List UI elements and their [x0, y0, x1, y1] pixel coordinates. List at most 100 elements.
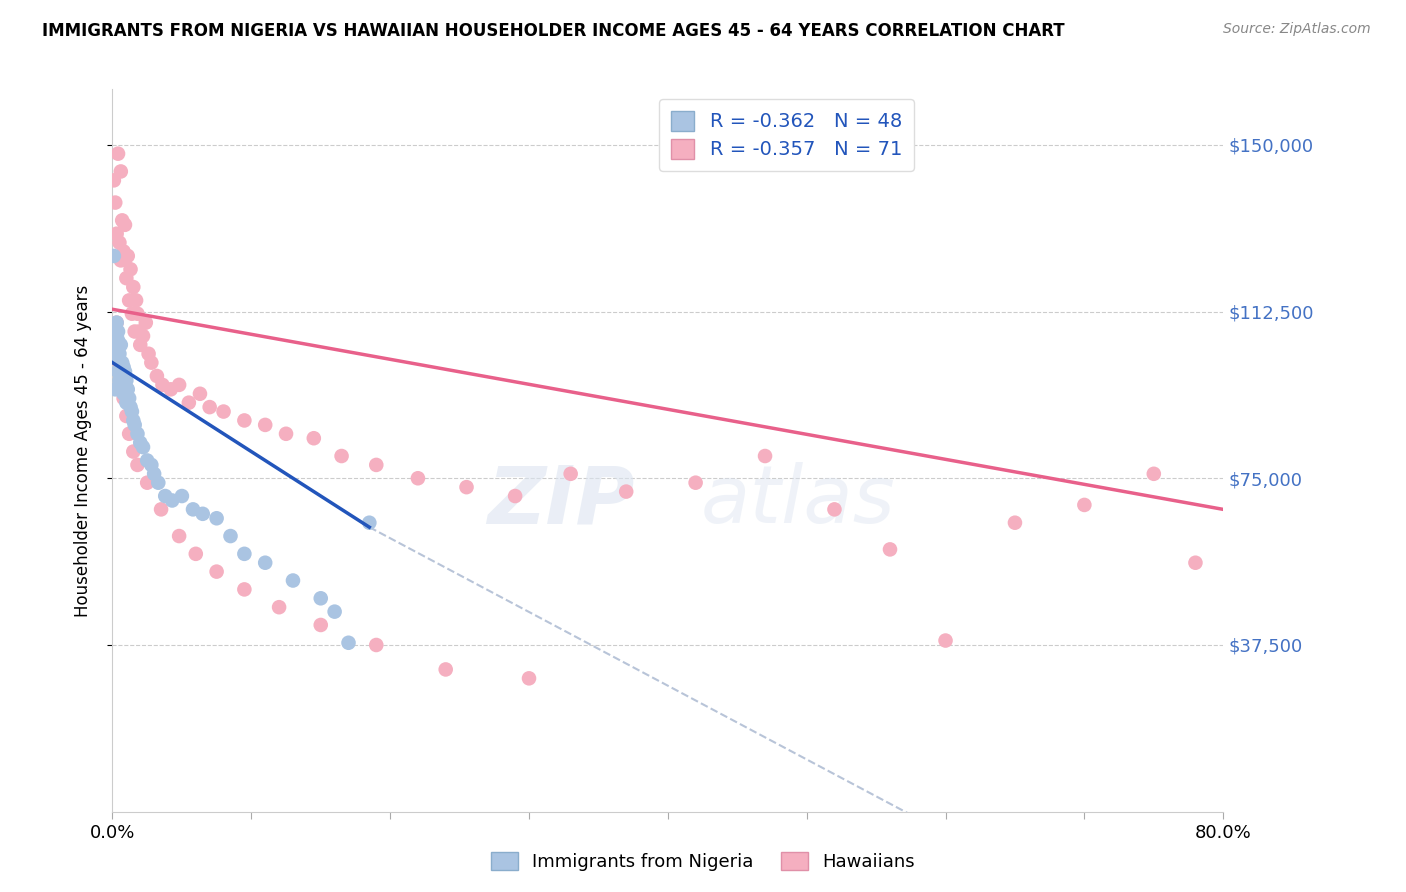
- Point: [219, 529, 242, 543]
- Point: [108, 235, 131, 250]
- Point: [150, 502, 173, 516]
- Point: [1143, 467, 1166, 481]
- Point: [127, 426, 149, 441]
- Point: [754, 449, 776, 463]
- Point: [104, 382, 127, 396]
- Point: [148, 475, 170, 490]
- Point: [233, 547, 256, 561]
- Point: [118, 293, 141, 308]
- Point: [177, 395, 200, 409]
- Point: [517, 671, 540, 685]
- Point: [184, 547, 207, 561]
- Point: [155, 489, 177, 503]
- Point: [112, 391, 135, 405]
- Y-axis label: Householder Income Ages 45 - 64 years: Householder Income Ages 45 - 64 years: [73, 285, 91, 616]
- Point: [1073, 498, 1095, 512]
- Point: [132, 440, 155, 454]
- Point: [127, 458, 149, 472]
- Point: [129, 435, 152, 450]
- Point: [132, 329, 155, 343]
- Point: [934, 633, 956, 648]
- Point: [560, 467, 582, 481]
- Point: [103, 173, 125, 187]
- Point: [614, 484, 637, 499]
- Point: [167, 377, 190, 392]
- Point: [434, 662, 457, 676]
- Point: [122, 413, 145, 427]
- Point: [107, 334, 129, 348]
- Point: [111, 377, 134, 392]
- Point: [824, 502, 846, 516]
- Text: IMMIGRANTS FROM NIGERIA VS HAWAIIAN HOUSEHOLDER INCOME AGES 45 - 64 YEARS CORREL: IMMIGRANTS FROM NIGERIA VS HAWAIIAN HOUS…: [42, 22, 1064, 40]
- Point: [105, 351, 128, 366]
- Point: [108, 373, 131, 387]
- Point: [118, 391, 141, 405]
- Point: [115, 409, 138, 423]
- Point: [136, 475, 159, 490]
- Point: [105, 316, 128, 330]
- Point: [121, 404, 143, 418]
- Point: [124, 325, 146, 339]
- Point: [323, 605, 346, 619]
- Point: [274, 426, 297, 441]
- Point: [115, 395, 138, 409]
- Point: [128, 325, 150, 339]
- Point: [254, 417, 277, 432]
- Point: [112, 386, 135, 401]
- Point: [122, 444, 145, 458]
- Point: [121, 307, 143, 321]
- Point: [685, 475, 707, 490]
- Legend: Immigrants from Nigeria, Hawaiians: Immigrants from Nigeria, Hawaiians: [484, 845, 922, 879]
- Point: [191, 507, 214, 521]
- Point: [198, 400, 221, 414]
- Point: [138, 347, 160, 361]
- Point: [302, 431, 325, 445]
- Text: atlas: atlas: [702, 462, 896, 540]
- Point: [112, 244, 135, 259]
- Point: [1004, 516, 1026, 530]
- Point: [103, 249, 125, 263]
- Point: [124, 417, 146, 432]
- Point: [120, 400, 142, 414]
- Point: [503, 489, 526, 503]
- Point: [107, 365, 129, 379]
- Point: [181, 502, 204, 516]
- Point: [110, 253, 132, 268]
- Point: [205, 511, 228, 525]
- Point: [160, 493, 183, 508]
- Point: [129, 338, 152, 352]
- Point: [366, 458, 388, 472]
- Point: [111, 213, 134, 227]
- Point: [170, 489, 193, 503]
- Point: [212, 404, 235, 418]
- Point: [103, 320, 125, 334]
- Point: [108, 347, 131, 361]
- Point: [152, 377, 174, 392]
- Point: [1184, 556, 1206, 570]
- Point: [122, 280, 145, 294]
- Point: [105, 227, 128, 241]
- Point: [205, 565, 228, 579]
- Point: [111, 356, 134, 370]
- Point: [159, 382, 181, 396]
- Text: ZIP: ZIP: [486, 462, 634, 540]
- Point: [188, 386, 211, 401]
- Point: [107, 325, 129, 339]
- Point: [309, 591, 332, 606]
- Point: [879, 542, 901, 557]
- Point: [267, 600, 291, 615]
- Point: [110, 164, 132, 178]
- Point: [120, 262, 142, 277]
- Point: [337, 636, 360, 650]
- Point: [110, 365, 132, 379]
- Point: [233, 413, 256, 427]
- Point: [105, 316, 128, 330]
- Point: [114, 218, 136, 232]
- Point: [110, 338, 132, 352]
- Point: [117, 249, 139, 263]
- Point: [281, 574, 304, 588]
- Point: [115, 373, 138, 387]
- Point: [107, 146, 129, 161]
- Point: [141, 356, 163, 370]
- Point: [117, 382, 139, 396]
